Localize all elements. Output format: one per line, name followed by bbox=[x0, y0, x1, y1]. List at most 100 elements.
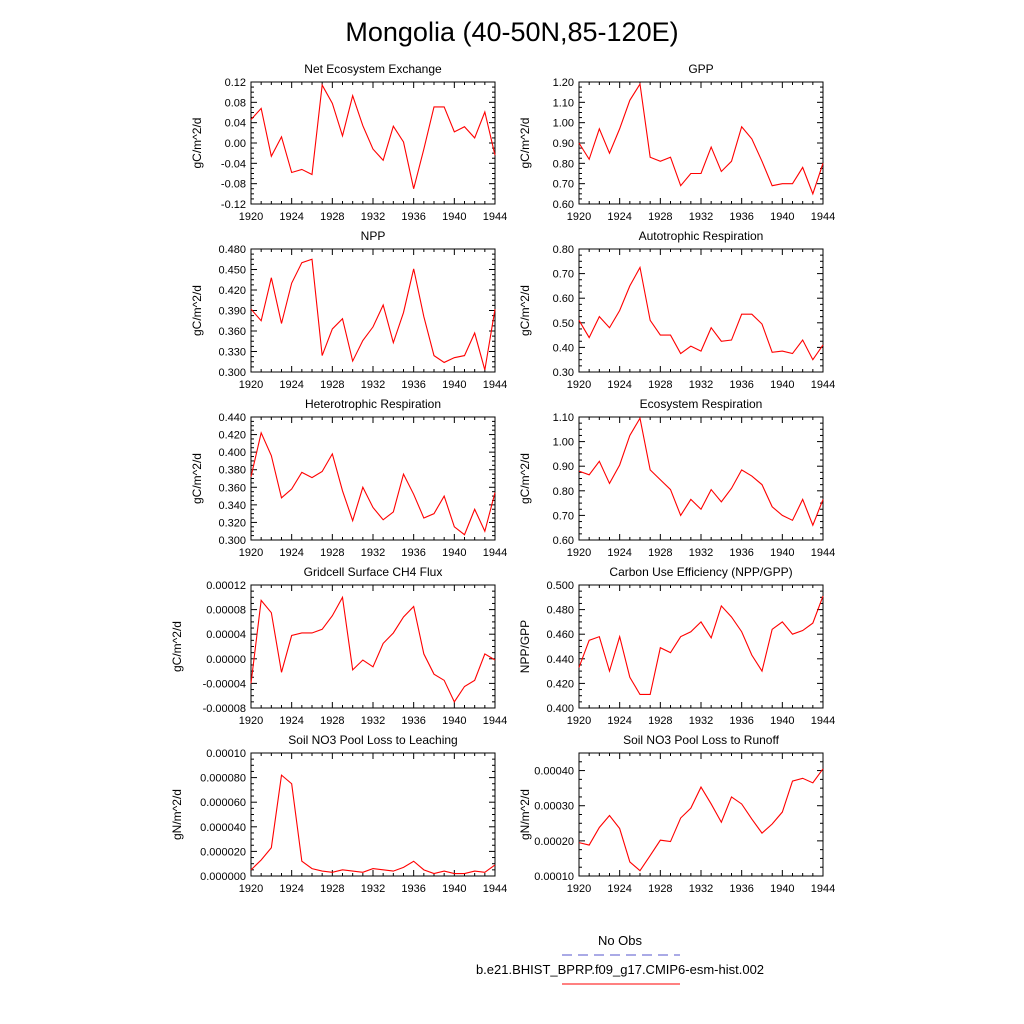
y-tick-label: 0.80 bbox=[553, 158, 574, 170]
series-line bbox=[578, 265, 824, 361]
panel-title: GPP bbox=[688, 62, 713, 76]
y-tick-label: 0.420 bbox=[218, 285, 246, 297]
y-tick-label: 0.08 bbox=[225, 97, 246, 109]
figure-title: Mongolia (40-50N,85-120E) bbox=[345, 17, 678, 47]
x-tick-label: 1936 bbox=[729, 379, 753, 391]
y-tick-label: 0.40 bbox=[553, 342, 574, 354]
panel-9: 1920 1924 1928 1932 1936 1940 1944 0.000000 0.00… bbox=[170, 733, 507, 895]
x-tick-label: 1932 bbox=[689, 379, 713, 391]
series-line bbox=[578, 768, 824, 872]
panel-title: Gridcell Surface CH4 Flux bbox=[304, 565, 443, 579]
x-tick-label: 1936 bbox=[401, 379, 425, 391]
plot-frame bbox=[250, 584, 496, 709]
panels-group: 1920 1924 1928 1932 1936 1940 1944 -0.12 -0.08 -0… bbox=[170, 62, 835, 895]
panel-title: Ecosystem Respiration bbox=[640, 397, 763, 411]
y-axis-label: gC/m^2/d bbox=[190, 453, 204, 504]
y-tick-label: 0.480 bbox=[218, 244, 246, 256]
y-tick-label: 0.320 bbox=[218, 517, 246, 529]
x-tick-label: 1924 bbox=[607, 211, 631, 223]
x-tick-label: 1928 bbox=[320, 883, 344, 895]
y-tick-label: 0.300 bbox=[218, 367, 246, 379]
series-line bbox=[578, 595, 824, 696]
y-tick-label: 0.360 bbox=[218, 482, 246, 494]
x-tick-label: 1940 bbox=[770, 715, 794, 727]
y-tick-label: 0.000060 bbox=[200, 797, 246, 809]
y-tick-label: 0.80 bbox=[553, 486, 574, 498]
panel-title: Heterotrophic Respiration bbox=[305, 397, 441, 411]
y-tick-label: 0.360 bbox=[218, 326, 246, 338]
y-tick-label: 0.00 bbox=[225, 138, 246, 150]
y-tick-label: 0.90 bbox=[553, 461, 574, 473]
x-tick-label: 1928 bbox=[648, 379, 672, 391]
x-tick-label: 1928 bbox=[648, 547, 672, 559]
panel-title: Autotrophic Respiration bbox=[639, 229, 764, 243]
series-line bbox=[578, 416, 824, 527]
x-tick-label: 1944 bbox=[483, 211, 507, 223]
y-tick-label: 0.00030 bbox=[534, 801, 574, 813]
y-tick-label: -0.04 bbox=[221, 158, 246, 170]
panel-8: 1920 1924 1928 1932 1936 1940 1944 0.400 0.420 0.… bbox=[518, 565, 835, 727]
x-tick-label: 1936 bbox=[729, 211, 753, 223]
x-tick-label: 1936 bbox=[401, 715, 425, 727]
plot-frame bbox=[578, 752, 824, 877]
x-tick-label: 1932 bbox=[361, 211, 385, 223]
y-tick-label: 0.500 bbox=[546, 580, 574, 592]
x-tick-label: 1940 bbox=[770, 379, 794, 391]
x-tick-label: 1920 bbox=[567, 883, 591, 895]
panel-10: 1920 1924 1928 1932 1936 1940 1944 0.00010 0.000… bbox=[518, 733, 835, 895]
y-tick-label: 0.00004 bbox=[206, 629, 246, 641]
y-tick-label: 0.420 bbox=[218, 430, 246, 442]
panel-4: 1920 1924 1928 1932 1936 1940 1944 0.30 0.40 0.50… bbox=[518, 229, 835, 391]
y-axis-label: NPP/GPP bbox=[518, 620, 532, 673]
x-tick-label: 1920 bbox=[567, 379, 591, 391]
y-tick-label: 0.440 bbox=[546, 654, 574, 666]
y-tick-label: 0.70 bbox=[553, 510, 574, 522]
x-tick-label: 1928 bbox=[320, 715, 344, 727]
y-tick-label: 0.50 bbox=[553, 318, 574, 330]
x-tick-label: 1936 bbox=[729, 715, 753, 727]
x-tick-label: 1936 bbox=[729, 547, 753, 559]
y-tick-label: 1.00 bbox=[553, 118, 574, 130]
y-tick-label: 0.00010 bbox=[206, 748, 246, 760]
y-tick-label: 0.90 bbox=[553, 138, 574, 150]
series-line bbox=[250, 258, 496, 371]
y-axis-label: gN/m^2/d bbox=[518, 789, 532, 840]
x-tick-label: 1944 bbox=[811, 715, 835, 727]
series-line bbox=[578, 82, 824, 196]
x-tick-label: 1928 bbox=[648, 715, 672, 727]
x-tick-label: 1920 bbox=[567, 211, 591, 223]
x-tick-label: 1940 bbox=[442, 211, 466, 223]
y-tick-label: 1.00 bbox=[553, 437, 574, 449]
y-tick-label: 0.380 bbox=[218, 465, 246, 477]
y-axis-label: gC/m^2/d bbox=[170, 621, 184, 672]
x-tick-label: 1944 bbox=[811, 883, 835, 895]
y-tick-label: 0.400 bbox=[218, 447, 246, 459]
x-tick-label: 1920 bbox=[239, 547, 263, 559]
x-tick-label: 1936 bbox=[729, 883, 753, 895]
x-tick-label: 1936 bbox=[401, 547, 425, 559]
x-tick-label: 1920 bbox=[567, 547, 591, 559]
plot-frame bbox=[250, 416, 496, 541]
y-tick-label: 0.04 bbox=[225, 118, 246, 130]
y-tick-label: 0.00010 bbox=[534, 871, 574, 883]
plot-frame bbox=[250, 248, 496, 373]
y-tick-label: 0.70 bbox=[553, 269, 574, 281]
x-tick-label: 1924 bbox=[279, 547, 303, 559]
panel-2: 1920 1924 1928 1932 1936 1940 1944 0.60 0.70 0.80… bbox=[518, 62, 835, 223]
x-tick-label: 1940 bbox=[442, 883, 466, 895]
plot-frame bbox=[578, 416, 824, 541]
y-tick-label: 0.80 bbox=[553, 244, 574, 256]
x-tick-label: 1928 bbox=[320, 211, 344, 223]
y-tick-label: 0.300 bbox=[218, 535, 246, 547]
y-axis-label: gC/m^2/d bbox=[190, 285, 204, 336]
y-axis-label: gC/m^2/d bbox=[518, 118, 532, 169]
x-tick-label: 1924 bbox=[279, 883, 303, 895]
x-tick-label: 1924 bbox=[279, 715, 303, 727]
panel-7: 1920 1924 1928 1932 1936 1940 1944 -0.00008 -0.0… bbox=[170, 565, 507, 727]
y-tick-label: 1.10 bbox=[553, 412, 574, 424]
legend-label-no-obs: No Obs bbox=[598, 933, 643, 948]
series-line bbox=[250, 595, 496, 703]
y-tick-label: 0.000080 bbox=[200, 773, 246, 785]
x-tick-label: 1944 bbox=[483, 379, 507, 391]
series-line bbox=[250, 431, 496, 536]
